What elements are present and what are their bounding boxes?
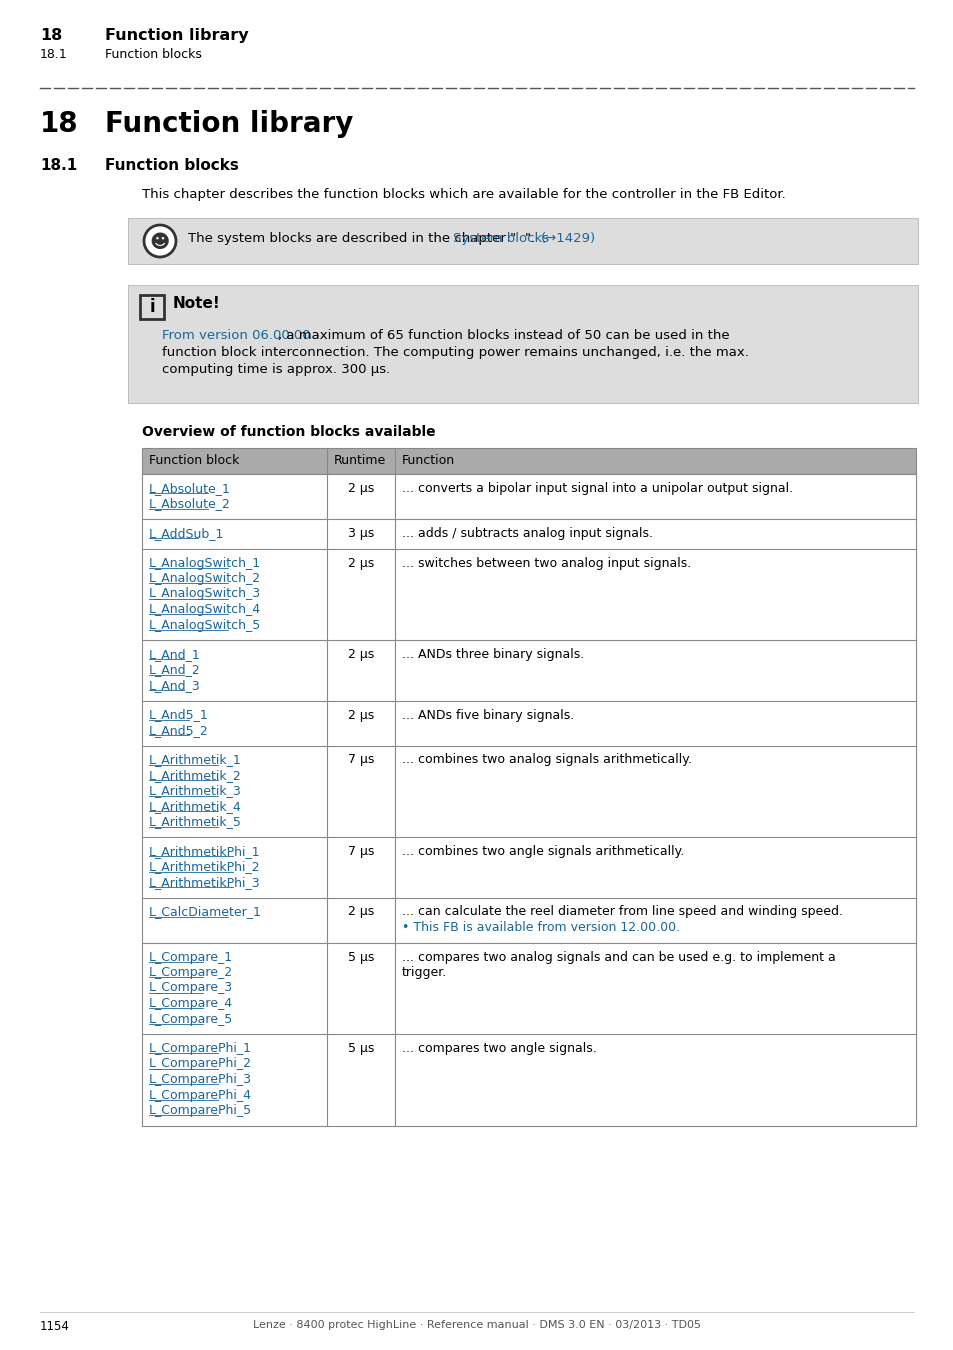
- Text: L_Compare_5: L_Compare_5: [149, 1012, 233, 1026]
- Text: computing time is approx. 300 μs.: computing time is approx. 300 μs.: [162, 363, 390, 377]
- Text: L_ArithmetikPhi_2: L_ArithmetikPhi_2: [149, 860, 260, 873]
- Text: L_AnalogSwitch_2: L_AnalogSwitch_2: [149, 572, 261, 585]
- Text: trigger.: trigger.: [401, 967, 447, 979]
- Text: L_Compare_3: L_Compare_3: [149, 981, 233, 995]
- Text: The system blocks are described in the chapter ": The system blocks are described in the c…: [188, 232, 516, 244]
- Bar: [140, 296, 164, 319]
- Text: 2 μs: 2 μs: [348, 648, 374, 662]
- Text: (→1429): (→1429): [540, 232, 596, 244]
- Text: L_AnalogSwitch_3: L_AnalogSwitch_3: [149, 587, 261, 601]
- Text: Function library: Function library: [105, 28, 249, 43]
- Bar: [142, 701, 915, 745]
- Text: ... switches between two analog input signals.: ... switches between two analog input si…: [401, 556, 691, 570]
- Bar: [142, 837, 915, 898]
- Text: L_Absolute_2: L_Absolute_2: [149, 498, 231, 510]
- Text: function block interconnection. The computing power remains unchanged, i.e. the : function block interconnection. The comp…: [162, 346, 748, 359]
- Text: L_Arithmetik_3: L_Arithmetik_3: [149, 784, 241, 798]
- Bar: [142, 518, 915, 548]
- Text: L_Arithmetik_1: L_Arithmetik_1: [149, 753, 241, 767]
- Bar: [128, 217, 917, 265]
- Text: 18.1: 18.1: [40, 158, 77, 173]
- Text: Overview of function blocks available: Overview of function blocks available: [142, 425, 436, 439]
- Text: Lenze · 8400 protec HighLine · Reference manual · DMS 3.0 EN · 03/2013 · TD05: Lenze · 8400 protec HighLine · Reference…: [253, 1320, 700, 1330]
- Text: L_And5_1: L_And5_1: [149, 709, 209, 721]
- Text: ... adds / subtracts analog input signals.: ... adds / subtracts analog input signal…: [401, 526, 652, 540]
- Text: 2 μs: 2 μs: [348, 482, 374, 495]
- Text: L_Compare_4: L_Compare_4: [149, 998, 233, 1010]
- Text: L_Compare_2: L_Compare_2: [149, 967, 233, 979]
- Text: Runtime: Runtime: [334, 454, 386, 467]
- Bar: [142, 745, 915, 837]
- Text: L_ArithmetikPhi_1: L_ArithmetikPhi_1: [149, 845, 260, 859]
- Text: ... can calculate the reel diameter from line speed and winding speed.: ... can calculate the reel diameter from…: [401, 906, 842, 918]
- Text: From version 06.00.00: From version 06.00.00: [162, 329, 311, 342]
- Text: 18: 18: [40, 109, 78, 138]
- Bar: [142, 548, 915, 640]
- Text: L_AddSub_1: L_AddSub_1: [149, 526, 224, 540]
- Bar: [142, 640, 915, 701]
- Text: L_AnalogSwitch_5: L_AnalogSwitch_5: [149, 618, 261, 632]
- Text: Function blocks: Function blocks: [105, 49, 202, 61]
- Text: Function blocks: Function blocks: [105, 158, 238, 173]
- Text: ☻: ☻: [150, 234, 170, 252]
- Text: 18: 18: [40, 28, 62, 43]
- Text: • This FB is available from version 12.00.00.: • This FB is available from version 12.0…: [401, 921, 679, 934]
- Text: L_Arithmetik_4: L_Arithmetik_4: [149, 801, 241, 813]
- Text: 2 μs: 2 μs: [348, 906, 374, 918]
- Text: 1154: 1154: [40, 1320, 70, 1332]
- Text: L_Compare_1: L_Compare_1: [149, 950, 233, 964]
- Text: ... combines two analog signals arithmetically.: ... combines two analog signals arithmet…: [401, 753, 691, 767]
- Text: ".: ".: [524, 232, 543, 244]
- Text: L_And_2: L_And_2: [149, 663, 200, 676]
- Text: 5 μs: 5 μs: [348, 1042, 374, 1054]
- Text: Function block: Function block: [149, 454, 239, 467]
- Text: ... compares two analog signals and can be used e.g. to implement a: ... compares two analog signals and can …: [401, 950, 835, 964]
- Text: L_ComparePhi_4: L_ComparePhi_4: [149, 1088, 252, 1102]
- Text: 3 μs: 3 μs: [348, 526, 374, 540]
- Text: Note!: Note!: [172, 296, 220, 310]
- Text: L_AnalogSwitch_1: L_AnalogSwitch_1: [149, 556, 261, 570]
- Bar: [142, 448, 915, 474]
- Text: L_AnalogSwitch_4: L_AnalogSwitch_4: [149, 603, 261, 616]
- Text: L_ComparePhi_1: L_ComparePhi_1: [149, 1042, 252, 1054]
- Text: L_And5_2: L_And5_2: [149, 724, 209, 737]
- Text: L_And_1: L_And_1: [149, 648, 200, 662]
- Bar: [128, 285, 917, 404]
- Text: L_And_3: L_And_3: [149, 679, 200, 693]
- Text: Function library: Function library: [105, 109, 353, 138]
- Text: 2 μs: 2 μs: [348, 556, 374, 570]
- Text: 7 μs: 7 μs: [348, 753, 374, 767]
- Text: L_Absolute_1: L_Absolute_1: [149, 482, 231, 495]
- Text: Function: Function: [401, 454, 455, 467]
- Text: L_ComparePhi_5: L_ComparePhi_5: [149, 1104, 252, 1116]
- Text: 5 μs: 5 μs: [348, 950, 374, 964]
- Text: L_Arithmetik_2: L_Arithmetik_2: [149, 769, 241, 782]
- Text: L_ArithmetikPhi_3: L_ArithmetikPhi_3: [149, 876, 260, 890]
- Text: 2 μs: 2 μs: [348, 709, 374, 721]
- Text: This chapter describes the function blocks which are available for the controlle: This chapter describes the function bloc…: [142, 188, 785, 201]
- Bar: [142, 474, 915, 518]
- Bar: [142, 942, 915, 1034]
- Text: System blocks: System blocks: [453, 232, 549, 244]
- Text: L_CalcDiameter_1: L_CalcDiameter_1: [149, 906, 262, 918]
- Text: 7 μs: 7 μs: [348, 845, 374, 859]
- Text: ... combines two angle signals arithmetically.: ... combines two angle signals arithmeti…: [401, 845, 683, 859]
- Text: 18.1: 18.1: [40, 49, 68, 61]
- Circle shape: [144, 225, 175, 256]
- Text: ... converts a bipolar input signal into a unipolar output signal.: ... converts a bipolar input signal into…: [401, 482, 792, 495]
- Text: ... ANDs five binary signals.: ... ANDs five binary signals.: [401, 709, 574, 721]
- Text: L_ComparePhi_2: L_ComparePhi_2: [149, 1057, 252, 1071]
- Text: L_ComparePhi_3: L_ComparePhi_3: [149, 1073, 252, 1085]
- Text: ... compares two angle signals.: ... compares two angle signals.: [401, 1042, 597, 1054]
- Text: i: i: [149, 298, 154, 316]
- Bar: [142, 898, 915, 942]
- Text: , a maximum of 65 function blocks instead of 50 can be used in the: , a maximum of 65 function blocks instea…: [277, 329, 729, 342]
- Bar: [142, 1034, 915, 1126]
- Text: L_Arithmetik_5: L_Arithmetik_5: [149, 815, 242, 829]
- Text: ... ANDs three binary signals.: ... ANDs three binary signals.: [401, 648, 583, 662]
